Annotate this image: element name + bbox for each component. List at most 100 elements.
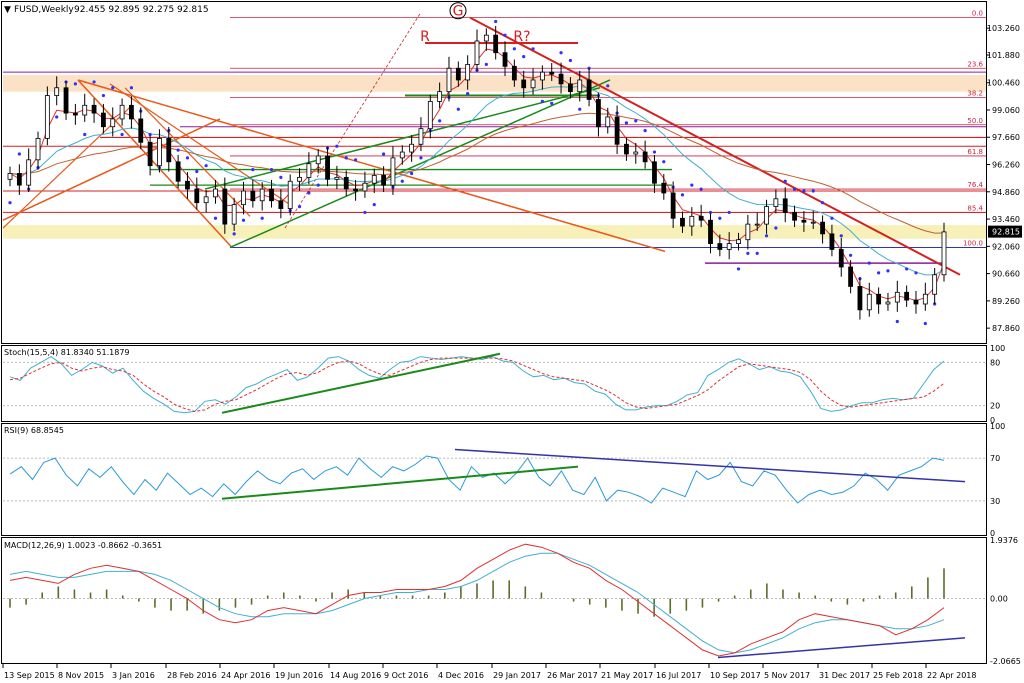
sar-dot bbox=[353, 158, 358, 162]
sar-dot bbox=[494, 19, 498, 24]
sar-dot bbox=[877, 271, 881, 275]
sar-dot bbox=[624, 121, 629, 125]
rsi-line bbox=[9, 455, 945, 504]
fibo-level-label: 100.0 bbox=[963, 239, 983, 247]
candle-body bbox=[764, 206, 769, 225]
sar-dot bbox=[466, 92, 470, 96]
candle-body bbox=[129, 104, 134, 120]
candle-body bbox=[549, 71, 555, 75]
macd-signal-line bbox=[9, 552, 945, 654]
fibo-level-label: 38.2 bbox=[967, 90, 983, 98]
current-price-box bbox=[988, 225, 1022, 238]
price-tick-label: 87.860 bbox=[992, 324, 1020, 333]
candle-body bbox=[16, 173, 22, 186]
rsi-panel: 100 70 30 0 bbox=[3, 422, 1005, 538]
sar-dot bbox=[923, 321, 927, 326]
sar-dot bbox=[148, 132, 152, 137]
candle-body bbox=[418, 128, 424, 145]
candle-body bbox=[717, 243, 723, 250]
sar-dot bbox=[344, 156, 348, 160]
candle-body bbox=[185, 180, 190, 190]
sar-dot bbox=[8, 201, 12, 205]
candle-body bbox=[390, 157, 396, 186]
candle-body bbox=[820, 221, 825, 235]
x-tick-label: 5 Nov 2017 bbox=[764, 671, 810, 680]
candle-body bbox=[26, 159, 32, 186]
green-channel-line bbox=[229, 79, 611, 249]
rsi-title: RSI(9) 68.8545 bbox=[4, 426, 64, 435]
sar-dot bbox=[662, 160, 666, 164]
candle-body bbox=[82, 104, 88, 116]
rsi-panel-frame bbox=[1, 423, 987, 536]
candle-body bbox=[175, 161, 181, 182]
sar-dot bbox=[634, 119, 638, 123]
sar-dot bbox=[643, 129, 647, 133]
candle-body bbox=[371, 175, 377, 184]
price-tick-label: 103.260 bbox=[987, 24, 1020, 33]
stoch-tick-label: 80 bbox=[990, 358, 1000, 367]
sar-dot bbox=[297, 204, 302, 209]
price-tick-label: 93.460 bbox=[992, 215, 1020, 224]
candle-body bbox=[736, 239, 741, 245]
candle-body bbox=[633, 151, 639, 155]
candle-body bbox=[7, 173, 13, 180]
sar-dot bbox=[129, 86, 134, 90]
x-tick-label: 13 Sep 2015 bbox=[4, 671, 55, 680]
macd-tick-label: -2.0665 bbox=[990, 657, 1021, 666]
sar-dot bbox=[606, 84, 610, 88]
sar-dot bbox=[260, 216, 264, 220]
rsi-tick-label: 70 bbox=[990, 454, 1000, 463]
candle-body bbox=[138, 118, 144, 143]
candle-body bbox=[521, 79, 527, 89]
sar-dot bbox=[419, 156, 423, 160]
price-panel: 103.260 101.880 100.460 99.060 97.660 96.260 9… bbox=[2, 2, 1022, 333]
candle-body bbox=[259, 188, 265, 202]
sar-dot bbox=[587, 66, 591, 70]
sar-dot bbox=[503, 33, 507, 37]
candle-body bbox=[381, 175, 387, 186]
candle-body bbox=[35, 138, 41, 161]
x-tick-label: 16 Jul 2017 bbox=[656, 671, 701, 680]
sar-dot bbox=[232, 232, 236, 236]
sar-dot bbox=[204, 164, 208, 168]
candle-body bbox=[44, 95, 50, 139]
sar-dot bbox=[792, 187, 797, 191]
candle-body bbox=[72, 112, 78, 116]
candle-body bbox=[558, 73, 564, 85]
sar-dot bbox=[783, 179, 787, 183]
x-tick-label: 21 May 2017 bbox=[601, 671, 653, 680]
green-channel-line bbox=[204, 87, 601, 190]
price-tick-label: 101.880 bbox=[987, 51, 1020, 60]
current-price-label: 92.815 bbox=[992, 228, 1020, 237]
candle-body bbox=[147, 141, 153, 167]
candle-body bbox=[297, 176, 302, 182]
stoch-tick-label: 100 bbox=[990, 344, 1005, 353]
sar-dot bbox=[195, 169, 199, 174]
candle-body bbox=[250, 190, 256, 202]
sar-dot bbox=[540, 99, 544, 103]
x-tick-label: 25 Feb 2018 bbox=[873, 671, 923, 680]
candle-body bbox=[876, 293, 882, 305]
x-tick-label: 3 Jan 2016 bbox=[112, 671, 155, 680]
sar-dot bbox=[718, 216, 722, 220]
current-zone bbox=[3, 225, 986, 239]
price-tick-label: 92.060 bbox=[992, 242, 1020, 251]
price-tick-label: 100.460 bbox=[987, 79, 1020, 88]
sar-dot bbox=[269, 167, 274, 172]
rsi-tick-label: 0 bbox=[990, 529, 995, 538]
candle-body bbox=[194, 188, 200, 204]
sar-dot bbox=[73, 82, 77, 86]
candle-body bbox=[932, 274, 938, 295]
fibo-level-label: 50.0 bbox=[967, 117, 983, 125]
x-tick-label: 19 Jun 2016 bbox=[275, 671, 323, 680]
candle-body bbox=[437, 91, 443, 102]
candle-body bbox=[652, 161, 657, 184]
candle-body bbox=[474, 40, 480, 65]
x-tick-label: 9 Oct 2016 bbox=[384, 671, 428, 680]
candle-body bbox=[343, 176, 349, 190]
candle-body bbox=[941, 231, 947, 276]
candle-body bbox=[754, 223, 760, 226]
sar-dot bbox=[727, 210, 731, 215]
